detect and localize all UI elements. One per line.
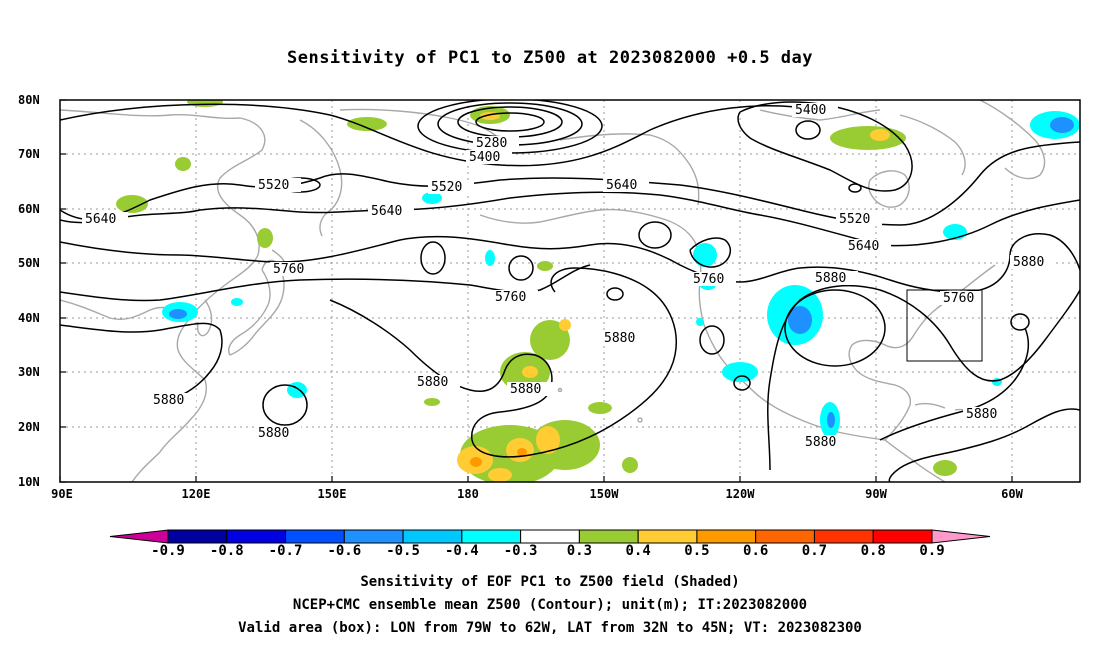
map-title: Sensitivity of PC1 to Z500 at 2023082000… <box>286 48 813 68</box>
contour-label: 5880 <box>510 382 541 397</box>
lat-label: 20N <box>18 420 40 434</box>
colorbar-tick-label: -0.8 <box>209 543 244 559</box>
contour-label: 5640 <box>85 212 116 227</box>
lat-label: 60N <box>18 202 40 216</box>
contour-label: 5880 <box>417 375 448 390</box>
contour-label: 5640 <box>606 178 637 193</box>
colorbar-tick-label: 0.4 <box>625 543 651 559</box>
caption-shaded: Sensitivity of EOF PC1 to Z500 field (Sh… <box>360 574 740 590</box>
colorbar-tick-label: 0.8 <box>860 543 886 559</box>
contour-label: 5880 <box>153 393 184 408</box>
lat-label: 80N <box>18 93 40 107</box>
lon-label: 90E <box>51 487 73 501</box>
contour-label: 5760 <box>495 290 526 305</box>
map-frame <box>59 99 1081 483</box>
contour-label: 5280 <box>476 136 507 151</box>
lon-label: 90W <box>865 487 887 501</box>
lon-label: 150W <box>589 487 619 501</box>
lon-label: 60W <box>1001 487 1023 501</box>
colorbar-tick-label: 0.5 <box>684 543 710 559</box>
lat-label: 30N <box>18 365 40 379</box>
contour-label: 5400 <box>795 103 826 118</box>
lon-label: 120W <box>725 487 755 501</box>
contour-label: 5880 <box>815 271 846 286</box>
lat-label: 10N <box>18 475 40 489</box>
lon-label: 180 <box>457 487 479 501</box>
lat-label: 70N <box>18 147 40 161</box>
caption-valid-area: Valid area (box): LON from 79W to 62W, L… <box>238 620 862 636</box>
contour-label: 5400 <box>469 150 500 165</box>
colorbar-tick-label: -0.4 <box>444 543 479 559</box>
colorbar-tick-label: 0.9 <box>919 543 945 559</box>
contour-label: 5640 <box>848 239 879 254</box>
contour-label: 5880 <box>258 426 289 441</box>
lon-label: 120E <box>181 487 211 501</box>
lat-label: 50N <box>18 256 40 270</box>
colorbar-tick-label: -0.5 <box>386 543 420 559</box>
contour-label: 5760 <box>943 291 974 306</box>
contour-labels: 5400 5280 5400 5520 5520 5640 5640 5640 … <box>82 103 1056 450</box>
contour-label: 5640 <box>371 204 402 219</box>
colorbar-tick-label: -0.9 <box>151 543 185 559</box>
contour-label: 5520 <box>258 178 289 193</box>
colorbar-tick-label: -0.7 <box>268 543 303 559</box>
contour-label: 5520 <box>431 180 462 195</box>
contour-label: 5520 <box>839 212 870 227</box>
contour-label: 5880 <box>604 331 635 346</box>
colorbar-tick-label: 0.6 <box>743 543 769 559</box>
axis-ticks <box>59 99 1013 483</box>
lat-label: 40N <box>18 311 40 325</box>
colorbar-tick-label: 0.3 <box>566 543 593 559</box>
contour-label: 5760 <box>693 272 724 287</box>
colorbar-tick-label: -0.3 <box>503 543 538 559</box>
colorbar-tick-label: -0.6 <box>327 543 362 559</box>
lon-label: 150E <box>317 487 347 501</box>
z500-contours <box>60 100 1080 482</box>
contour-label: 5880 <box>966 407 997 422</box>
contour-label: 5760 <box>273 262 304 277</box>
caption-contour: NCEP+CMC ensemble mean Z500 (Contour); u… <box>292 597 808 613</box>
contour-label: 5880 <box>805 435 836 450</box>
valid-area-box <box>906 289 983 362</box>
contour-label: 5880 <box>1013 255 1044 270</box>
colorbar-tick-label: 0.7 <box>801 543 828 559</box>
